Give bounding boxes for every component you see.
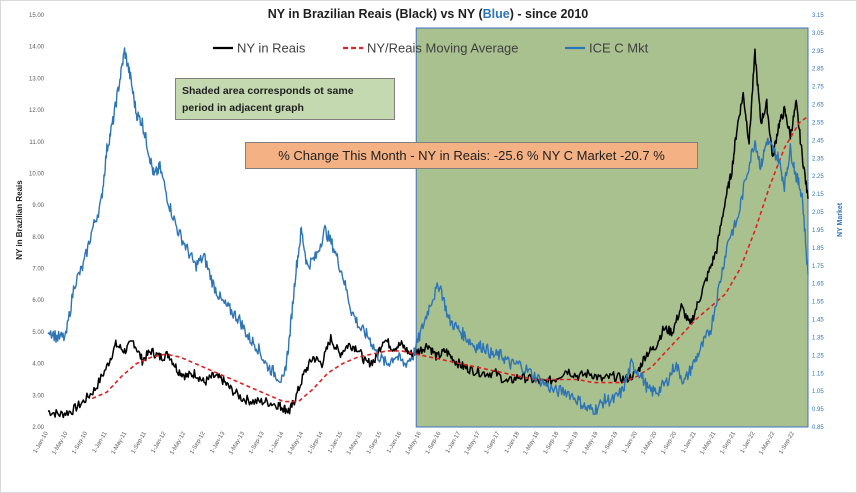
legend: NY in Reais NY/Reais Moving Average ICE C … — [213, 41, 649, 56]
x-tick: 1-Sep-11 — [131, 430, 149, 455]
y-tick-right: 2.15 — [812, 192, 824, 198]
shaded-area-note: Shaded area corresponds ot same period i… — [175, 78, 395, 120]
x-tick: 1-Sep-20 — [661, 430, 679, 455]
x-tick: 1-May-17 — [464, 430, 482, 456]
x-tick: 1-May-18 — [523, 430, 541, 456]
x-tick: 1-Jan-18 — [504, 430, 521, 454]
x-tick: 1-May-16 — [405, 430, 423, 456]
x-tick: 1-Sep-21 — [720, 430, 738, 455]
y-tick-right: 2.75 — [812, 85, 824, 91]
x-tick: 1-Jan-17 — [445, 430, 462, 454]
y-tick-right: 2.65 — [812, 103, 824, 109]
x-tick: 1-May-10 — [52, 430, 70, 456]
y-tick-left: 3.00 — [32, 393, 44, 399]
series-ny-reais-moving-average — [91, 115, 809, 403]
y-axis-right-title: NY Market — [837, 202, 844, 237]
x-tick: 1-Sep-18 — [543, 430, 561, 455]
y-tick-right: 3.05 — [812, 31, 824, 37]
x-tick: 1-Sep-22 — [778, 430, 796, 455]
x-tick: 1-May-19 — [582, 430, 600, 456]
pct-change-note: % Change This Month - NY in Reais: -25.6… — [245, 142, 698, 169]
x-tick: 1-Jan-19 — [563, 430, 580, 454]
x-tick: 1-Jan-10 — [33, 430, 50, 454]
x-tick: 1-Jan-15 — [327, 430, 344, 454]
y-tick-right: 1.85 — [812, 246, 824, 252]
y-tick-left: 6.00 — [32, 298, 44, 304]
y-tick-right: 1.15 — [812, 371, 824, 377]
y-tick-right: 1.95 — [812, 228, 824, 234]
x-tick: 1-May-21 — [700, 430, 718, 456]
y-tick-left: 8.00 — [32, 235, 44, 241]
x-tick: 1-Jan-14 — [268, 430, 285, 454]
y-tick-right: 1.25 — [812, 353, 824, 359]
y-tick-right: 1.75 — [812, 264, 824, 270]
x-tick: 1-Sep-12 — [189, 430, 207, 455]
x-tick: 1-Sep-16 — [425, 430, 443, 455]
x-tick: 1-Jan-21 — [681, 430, 698, 454]
y-tick-left: 4.00 — [32, 362, 44, 368]
y-tick-right: 2.25 — [812, 174, 824, 180]
shaded-region — [415, 27, 809, 428]
y-axis-left-title: NY in Brazilian Reais — [15, 180, 24, 260]
y-tick-right: 0.95 — [812, 407, 824, 413]
x-tick: 1-Jan-12 — [151, 430, 168, 454]
y-tick-left: 5.00 — [32, 330, 44, 336]
y-tick-right: 3.15 — [812, 13, 824, 19]
y-tick-left: 14.00 — [29, 45, 45, 51]
series-layer — [47, 47, 809, 419]
x-tick: 1-May-12 — [169, 430, 187, 456]
pct-change-note-text: % Change This Month - NY in Reais: -25.6… — [278, 148, 665, 163]
x-axis-ticks: 1-Jan-10 1-May-10 1-Sep-10 1-Jan-11 1-May-11… — [33, 430, 797, 456]
x-tick: 1-Jan-22 — [740, 430, 757, 454]
y-tick-right: 2.55 — [812, 120, 824, 126]
legend-label: ICE C Mkt — [589, 41, 649, 56]
x-tick: 1-Sep-13 — [248, 430, 266, 455]
x-tick: 1-Jan-13 — [209, 430, 226, 454]
y-tick-right: 1.45 — [812, 318, 824, 324]
x-tick: 1-Sep-17 — [484, 430, 502, 455]
x-tick: 1-Sep-10 — [71, 430, 89, 455]
y-tick-right: 1.55 — [812, 300, 824, 306]
y-tick-left: 13.00 — [29, 76, 45, 82]
x-tick: 1-Sep-14 — [307, 430, 325, 455]
chart-title: NY in Brazilian Reais (Black) vs NY (Blu… — [268, 7, 589, 21]
y-axis-left-ticks: 2.00 3.00 4.00 5.00 6.00 7.00 8.00 9.00 10.00 11.… — [29, 13, 45, 431]
y-tick-left: 9.00 — [32, 203, 44, 209]
x-tick: 1-May-11 — [111, 430, 129, 455]
y-tick-right: 2.35 — [812, 156, 824, 162]
y-tick-left: 11.00 — [29, 140, 44, 146]
y-tick-right: 2.45 — [812, 138, 824, 144]
y-tick-right: 1.65 — [812, 282, 824, 288]
y-tick-left: 15.00 — [29, 13, 45, 19]
x-tick: 1-May-22 — [758, 430, 776, 456]
y-axis-right-ticks: 0.85 0.95 1.05 1.15 1.25 1.35 1.45 1.55 1.65 1.75… — [812, 13, 824, 431]
y-tick-left: 2.00 — [32, 425, 44, 431]
x-tick: 1-Jan-16 — [386, 430, 403, 454]
y-tick-right: 2.95 — [812, 49, 824, 55]
x-tick: 1-May-15 — [346, 430, 364, 456]
y-tick-right: 2.85 — [812, 67, 824, 73]
x-tick: 1-Sep-15 — [366, 430, 384, 455]
series-ice-c-mkt — [47, 47, 809, 416]
y-tick-right: 1.05 — [812, 389, 824, 395]
y-tick-left: 12.00 — [29, 108, 45, 114]
series-ny-in-reais — [47, 48, 809, 419]
x-tick: 1-Jan-20 — [622, 430, 639, 454]
x-tick: 1-May-14 — [287, 430, 305, 456]
y-tick-right: 0.85 — [812, 425, 824, 431]
y-tick-right: 2.05 — [812, 210, 824, 216]
x-tick: 1-Jan-11 — [92, 430, 109, 454]
x-tick: 1-May-13 — [228, 430, 246, 456]
legend-label: NY/Reais Moving Average — [367, 41, 519, 56]
y-tick-right: 1.35 — [812, 335, 824, 341]
x-tick: 1-May-20 — [641, 430, 659, 456]
legend-label: NY in Reais — [237, 41, 306, 56]
y-tick-left: 7.00 — [32, 267, 44, 273]
x-tick: 1-Sep-19 — [602, 430, 620, 455]
shaded-area-note-text: Shaded area corresponds ot same period i… — [182, 85, 354, 114]
y-tick-left: 10.00 — [29, 171, 45, 177]
